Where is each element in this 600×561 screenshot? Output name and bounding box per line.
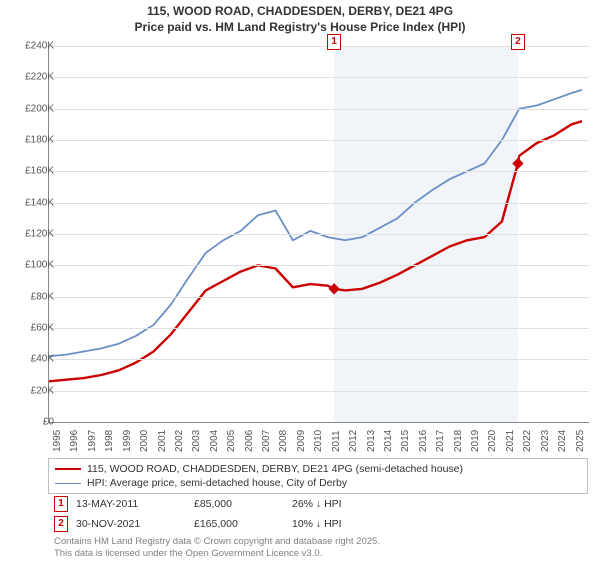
x-tick-label: 1997 xyxy=(87,430,98,452)
series-price_paid xyxy=(49,121,582,381)
x-tick-label: 2000 xyxy=(139,430,150,452)
x-tick-label: 2024 xyxy=(557,430,568,452)
x-tick-label: 2017 xyxy=(435,430,446,452)
gridline xyxy=(49,203,589,204)
footer-line-1: Contains HM Land Registry data © Crown c… xyxy=(54,536,582,548)
x-tick-label: 1999 xyxy=(122,430,133,452)
legend-and-footer: 115, WOOD ROAD, CHADDESDEN, DERBY, DE21 … xyxy=(48,458,588,561)
x-tick-label: 2005 xyxy=(226,430,237,452)
legend-swatch xyxy=(55,483,81,484)
x-tick-label: 2016 xyxy=(418,430,429,452)
x-tick-label: 2025 xyxy=(575,430,586,452)
x-tick-label: 2012 xyxy=(348,430,359,452)
gridline xyxy=(49,46,589,47)
sale-date: 30-NOV-2021 xyxy=(76,518,186,530)
x-tick-label: 2008 xyxy=(278,430,289,452)
x-tick-label: 2002 xyxy=(174,430,185,452)
x-tick-label: 2019 xyxy=(470,430,481,452)
chart-container: 115, WOOD ROAD, CHADDESDEN, DERBY, DE21 … xyxy=(0,0,600,560)
y-tick-label: £140K xyxy=(14,197,54,208)
gridline xyxy=(49,328,589,329)
gridline xyxy=(49,77,589,78)
x-tick-label: 2003 xyxy=(191,430,202,452)
sale-point-1 xyxy=(328,283,339,294)
y-tick-label: £200K xyxy=(14,103,54,114)
sale-marker-1: 1 xyxy=(327,34,341,50)
series-hpi xyxy=(49,90,582,356)
sale-point-2 xyxy=(512,158,523,169)
legend-label: HPI: Average price, semi-detached house,… xyxy=(87,477,347,489)
x-tick-label: 2018 xyxy=(453,430,464,452)
sale-price: £85,000 xyxy=(194,498,284,510)
gridline xyxy=(49,359,589,360)
x-tick-label: 1995 xyxy=(52,430,63,452)
gridline xyxy=(49,171,589,172)
legend-swatch xyxy=(55,468,81,470)
legend-row-hpi: HPI: Average price, semi-detached house,… xyxy=(55,476,581,490)
sale-date: 13-MAY-2011 xyxy=(76,498,186,510)
sale-row-2: 2 30-NOV-2021 £165,000 10% ↓ HPI xyxy=(48,514,588,534)
x-tick-label: 2023 xyxy=(540,430,551,452)
y-tick-label: £240K xyxy=(14,41,54,52)
x-tick-label: 2021 xyxy=(505,430,516,452)
x-tick-label: 2013 xyxy=(366,430,377,452)
sale-pct: 26% ↓ HPI xyxy=(292,498,412,510)
y-tick-label: £100K xyxy=(14,260,54,271)
title-line-1: 115, WOOD ROAD, CHADDESDEN, DERBY, DE21 … xyxy=(0,4,600,20)
title-line-2: Price paid vs. HM Land Registry's House … xyxy=(0,20,600,36)
gridline xyxy=(49,109,589,110)
gridline xyxy=(49,234,589,235)
x-tick-label: 2014 xyxy=(383,430,394,452)
x-tick-label: 2022 xyxy=(522,430,533,452)
sale-price: £165,000 xyxy=(194,518,284,530)
y-tick-label: £180K xyxy=(14,135,54,146)
x-tick-label: 2020 xyxy=(487,430,498,452)
footer-note: Contains HM Land Registry data © Crown c… xyxy=(48,534,588,561)
x-tick-label: 1998 xyxy=(104,430,115,452)
y-tick-label: £20K xyxy=(14,385,54,396)
sale-rows: 1 13-MAY-2011 £85,000 26% ↓ HPI 2 30-NOV-2021… xyxy=(48,494,588,534)
gridline xyxy=(49,265,589,266)
x-tick-label: 2010 xyxy=(313,430,324,452)
x-tick-label: 2001 xyxy=(157,430,168,452)
gridline xyxy=(49,391,589,392)
y-tick-label: £40K xyxy=(14,354,54,365)
x-tick-label: 2004 xyxy=(209,430,220,452)
x-tick-label: 2015 xyxy=(400,430,411,452)
x-tick-label: 2011 xyxy=(331,430,342,452)
chart-area: 1995199619971998199920002001200220032004… xyxy=(48,46,589,423)
x-tick-label: 2007 xyxy=(261,430,272,452)
title-block: 115, WOOD ROAD, CHADDESDEN, DERBY, DE21 … xyxy=(0,0,600,35)
legend-row-price_paid: 115, WOOD ROAD, CHADDESDEN, DERBY, DE21 … xyxy=(55,462,581,476)
y-tick-label: £60K xyxy=(14,323,54,334)
x-tick-label: 2009 xyxy=(296,430,307,452)
footer-line-2: This data is licensed under the Open Gov… xyxy=(54,548,582,560)
y-tick-label: £0 xyxy=(14,417,54,428)
sale-row-1: 1 13-MAY-2011 £85,000 26% ↓ HPI xyxy=(48,494,588,514)
legend-box: 115, WOOD ROAD, CHADDESDEN, DERBY, DE21 … xyxy=(48,458,588,494)
sale-marker-2: 2 xyxy=(511,34,525,50)
sale-row-marker: 2 xyxy=(54,516,68,532)
y-tick-label: £120K xyxy=(14,229,54,240)
legend-label: 115, WOOD ROAD, CHADDESDEN, DERBY, DE21 … xyxy=(87,463,463,475)
sale-pct: 10% ↓ HPI xyxy=(292,518,412,530)
x-tick-label: 2006 xyxy=(244,430,255,452)
gridline xyxy=(49,297,589,298)
gridline xyxy=(49,140,589,141)
y-tick-label: £220K xyxy=(14,72,54,83)
x-tick-label: 1996 xyxy=(69,430,80,452)
sale-row-marker: 1 xyxy=(54,496,68,512)
y-tick-label: £80K xyxy=(14,291,54,302)
y-tick-label: £160K xyxy=(14,166,54,177)
